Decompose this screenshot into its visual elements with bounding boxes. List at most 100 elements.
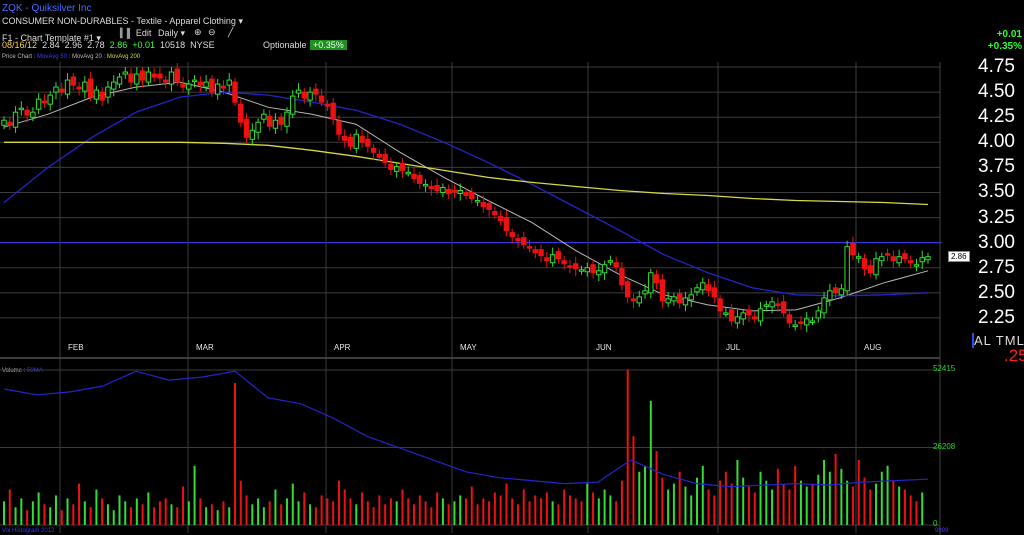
candle-body bbox=[18, 107, 25, 111]
candle-body bbox=[232, 81, 238, 103]
candle-body bbox=[526, 246, 533, 249]
candle-body bbox=[867, 265, 873, 274]
price-tick-label: 2.75 bbox=[978, 256, 1015, 278]
candle-body bbox=[503, 217, 510, 232]
quote-date: 08/16/12 bbox=[2, 40, 38, 50]
candle-body bbox=[382, 153, 388, 163]
candle-body bbox=[440, 186, 446, 193]
month-label: AUG bbox=[864, 343, 882, 352]
price-legend: Price Chart : MovAvg 50 : MovAvg 20 : Mo… bbox=[2, 54, 141, 60]
candle-body bbox=[93, 89, 100, 100]
candle-body bbox=[642, 290, 648, 295]
candlesticks bbox=[1, 63, 931, 333]
candle-body bbox=[850, 243, 856, 256]
candle-body bbox=[653, 274, 660, 284]
candle-body bbox=[336, 120, 342, 135]
candle-body bbox=[884, 253, 891, 256]
volume-bars bbox=[3, 370, 924, 525]
candle-body bbox=[584, 267, 590, 273]
legend-volume-ma: 50MA bbox=[27, 368, 43, 374]
candle-body bbox=[134, 73, 140, 85]
candle-body bbox=[705, 284, 712, 292]
period-label: Daily bbox=[158, 28, 179, 38]
candle-body bbox=[769, 301, 775, 308]
ma-line-movavg-200 bbox=[4, 141, 929, 206]
candle-body bbox=[723, 312, 729, 315]
candle-body bbox=[87, 78, 94, 98]
legend-volume: Volume bbox=[2, 368, 23, 374]
candle-body bbox=[804, 318, 810, 326]
candle-body bbox=[573, 263, 579, 270]
ticker-dash: - bbox=[25, 3, 32, 14]
price-tick-label: 4.00 bbox=[978, 131, 1015, 153]
candle-body bbox=[330, 102, 336, 120]
candle-body bbox=[399, 162, 406, 171]
candle-body bbox=[238, 103, 244, 123]
candle-body bbox=[648, 272, 654, 294]
candle-body bbox=[596, 270, 602, 276]
candle-body bbox=[838, 288, 845, 296]
candle-body bbox=[925, 256, 931, 261]
candle-body bbox=[272, 119, 279, 129]
quote-volume: 10518 bbox=[160, 40, 186, 50]
period-select[interactable]: Daily ▾ bbox=[158, 28, 185, 39]
sector-name: CONSUMER NON-DURABLES bbox=[2, 16, 129, 26]
candle-body bbox=[601, 264, 608, 274]
candle-body bbox=[474, 200, 481, 203]
sector-line[interactable]: CONSUMER NON-DURABLES - Textile - Appare… bbox=[2, 16, 243, 27]
candle-body bbox=[832, 287, 839, 294]
zoom-in-icon[interactable]: ⊕ bbox=[194, 27, 202, 37]
draw-line-icon[interactable]: ╱ bbox=[228, 27, 234, 37]
candle-body bbox=[809, 320, 816, 323]
right-change: +0.01 bbox=[996, 29, 1022, 40]
sector-separator: - bbox=[131, 16, 137, 26]
legend-ma20: MovAvg 20 bbox=[71, 54, 102, 60]
price-tick-label: 3.50 bbox=[978, 181, 1015, 203]
industry-name: Textile - Apparel Clothing bbox=[136, 16, 236, 26]
candle-body bbox=[434, 184, 440, 191]
candle-body bbox=[890, 256, 897, 262]
candle-body bbox=[128, 73, 134, 83]
candle-body bbox=[728, 309, 735, 322]
candle-body bbox=[53, 86, 59, 93]
right-pct-change: +0.35% bbox=[987, 41, 1022, 52]
candle-body bbox=[307, 91, 313, 101]
candle-body bbox=[879, 256, 885, 262]
candle-body bbox=[469, 191, 475, 199]
candle-body bbox=[856, 256, 862, 259]
candle-body bbox=[278, 116, 284, 125]
grid-lines bbox=[0, 62, 942, 535]
candle-body bbox=[521, 237, 527, 246]
candle-body bbox=[613, 262, 619, 268]
price-tick-label: 4.50 bbox=[978, 81, 1015, 103]
candle-body bbox=[919, 257, 925, 263]
month-label: MAY bbox=[460, 343, 477, 352]
price-tick-label: 4.25 bbox=[978, 106, 1015, 128]
volume-legend: Volume : 50MA bbox=[2, 368, 43, 374]
candle-body bbox=[445, 188, 452, 194]
candle-body bbox=[451, 189, 458, 193]
candle-body bbox=[145, 71, 152, 83]
candle-body bbox=[243, 118, 250, 138]
candle-body bbox=[740, 312, 746, 320]
candle-body bbox=[757, 308, 764, 322]
candle-body bbox=[700, 282, 706, 291]
candle-body bbox=[24, 109, 30, 116]
candle-body bbox=[694, 287, 700, 293]
candle-body bbox=[255, 121, 261, 133]
quote-exchange: NYSE bbox=[190, 40, 215, 50]
candle-body bbox=[405, 171, 411, 175]
candle-body bbox=[902, 253, 908, 260]
red-value-label: .25 bbox=[1004, 346, 1024, 365]
candle-body bbox=[630, 298, 637, 302]
candle-body bbox=[313, 88, 319, 95]
zoom-out-icon[interactable]: ⊖ bbox=[208, 27, 216, 37]
candle-body bbox=[64, 79, 71, 95]
candle-body bbox=[567, 265, 573, 268]
edit-button[interactable]: ▍▌ Edit bbox=[120, 28, 151, 39]
month-label: MAR bbox=[196, 343, 214, 352]
candle-body bbox=[290, 95, 296, 115]
template-select[interactable]: F1 - Chart Template #1 ▾ bbox=[2, 33, 101, 43]
ma-line-movavg-50 bbox=[3, 91, 929, 297]
